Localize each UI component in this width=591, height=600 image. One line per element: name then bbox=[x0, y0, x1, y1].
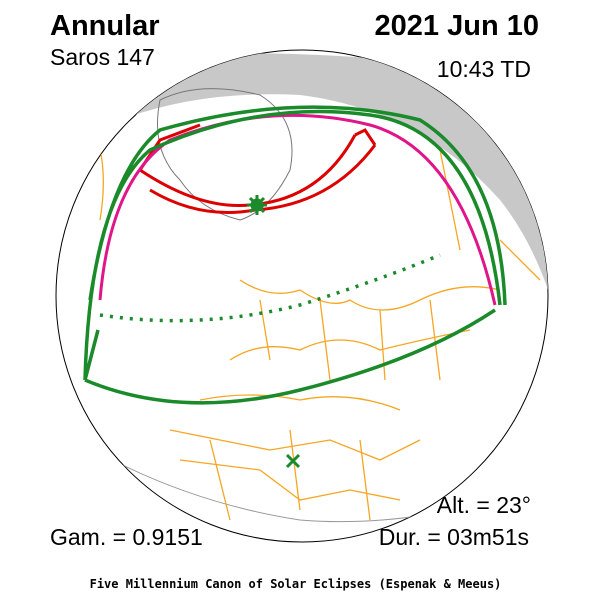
southern-limit bbox=[84, 308, 496, 405]
credit: Five Millennium Canon of Solar Eclipses … bbox=[89, 577, 502, 591]
eclipse-type: Annular bbox=[50, 10, 160, 42]
greenland bbox=[157, 88, 293, 221]
date: 2021 Jun 10 bbox=[374, 10, 539, 42]
rise-set-curves bbox=[83, 105, 507, 381]
duration: Dur. = 03m51s bbox=[378, 524, 529, 550]
sub-solar-marker bbox=[285, 453, 301, 469]
altitude: Alt. = 23° bbox=[436, 492, 531, 518]
country-borders bbox=[89, 119, 541, 521]
time: 10:43 TD bbox=[436, 56, 531, 82]
gamma: Gam. = 0.9151 bbox=[50, 524, 203, 550]
max-eclipse-line bbox=[99, 253, 441, 323]
saros: Saros 147 bbox=[50, 44, 155, 70]
penumbral-limit bbox=[98, 113, 497, 306]
globe bbox=[55, 49, 549, 543]
night-region bbox=[120, 53, 548, 330]
greatest-eclipse-marker bbox=[247, 195, 267, 215]
